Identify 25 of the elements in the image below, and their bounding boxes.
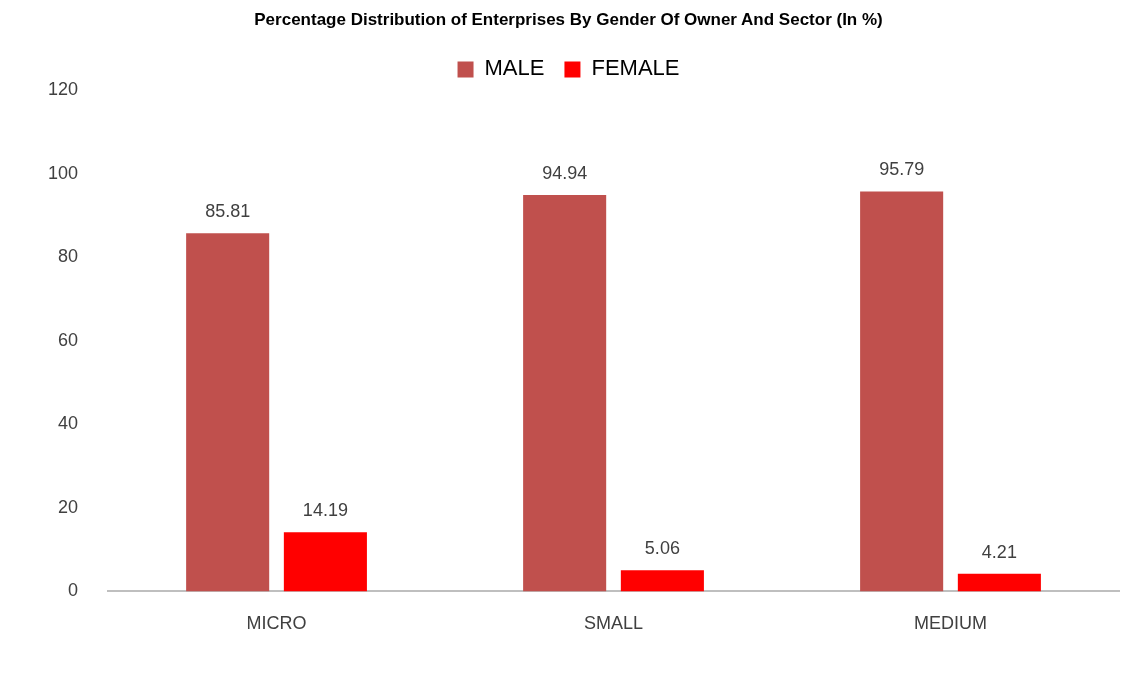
y-tick-label: 40: [58, 413, 79, 434]
data-label: 94.94: [542, 162, 588, 183]
bar: [860, 191, 944, 592]
data-label: 95.79: [879, 159, 925, 180]
y-tick-label: 100: [47, 162, 79, 183]
x-tick-label: MICRO: [246, 613, 307, 634]
bar: [620, 570, 704, 592]
chart-title: Percentage Distribution of Enterprises By Gender Of Owner And Sector (In %): [254, 9, 883, 29]
y-tick-label: 0: [68, 580, 79, 601]
bar: [523, 195, 607, 592]
data-label: 85.81: [205, 201, 251, 222]
bar: [283, 532, 367, 592]
legend-label: MALE: [484, 55, 545, 81]
y-tick-label: 80: [58, 246, 79, 267]
bar: [957, 573, 1041, 592]
y-tick-label: 120: [47, 79, 79, 100]
legend-label: FEMALE: [591, 55, 680, 81]
data-label: 4.21: [981, 541, 1017, 562]
y-tick-label: 20: [58, 496, 79, 517]
y-tick-label: 60: [58, 329, 79, 350]
x-tick-label: MEDIUM: [914, 613, 988, 634]
x-tick-label: SMALL: [584, 613, 644, 634]
bar: [186, 233, 270, 592]
data-label: 14.19: [302, 500, 348, 521]
data-label: 5.06: [644, 538, 680, 559]
